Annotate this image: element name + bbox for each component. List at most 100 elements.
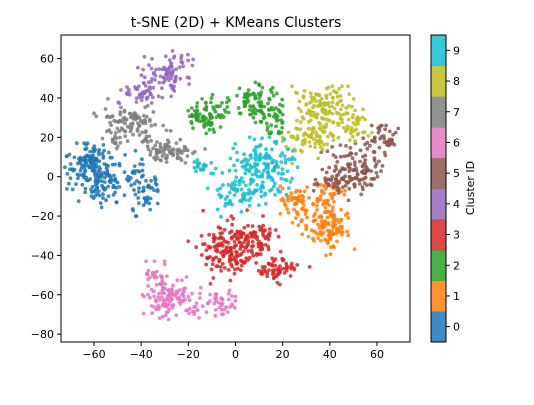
cluster-7-points — [92, 97, 207, 165]
scatter-point — [165, 160, 169, 164]
scatter-point — [112, 174, 116, 178]
scatter-point — [254, 81, 258, 85]
scatter-point — [320, 168, 324, 172]
scatter-point — [244, 256, 248, 260]
scatter-point — [158, 283, 162, 287]
scatter-point — [169, 84, 173, 88]
scatter-point — [309, 135, 313, 139]
scatter-point — [268, 155, 272, 159]
scatter-point — [211, 276, 215, 280]
scatter-point — [363, 154, 367, 158]
scatter-point — [65, 154, 69, 158]
scatter-point — [248, 135, 252, 139]
scatter-point — [319, 214, 323, 218]
scatter-point — [342, 155, 346, 159]
scatter-point — [224, 305, 228, 309]
scatter-point — [261, 180, 265, 184]
scatter-point — [329, 132, 333, 136]
scatter-point — [165, 274, 169, 278]
scatter-point — [345, 230, 349, 234]
scatter-point — [340, 84, 344, 88]
scatter-point — [183, 298, 187, 302]
y-tick-label: −40 — [31, 249, 54, 262]
scatter-point — [223, 228, 227, 232]
scatter-point — [209, 101, 213, 105]
scatter-point — [243, 261, 247, 265]
scatter-point — [216, 264, 220, 268]
scatter-point — [377, 131, 381, 135]
scatter-point — [235, 236, 239, 240]
scatter-point — [254, 163, 258, 167]
scatter-point — [136, 127, 140, 131]
x-tick-label: −40 — [130, 348, 153, 361]
scatter-point — [212, 240, 216, 244]
scatter-point — [255, 183, 259, 187]
scatter-point — [284, 193, 288, 197]
scatter-point — [350, 178, 354, 182]
scatter-point — [101, 192, 105, 196]
scatter-point — [242, 100, 246, 104]
scatter-point — [299, 220, 303, 224]
scatter-point — [315, 204, 319, 208]
scatter-point — [383, 151, 387, 155]
scatter-point — [71, 188, 75, 192]
scatter-point — [254, 261, 258, 265]
scatter-point — [330, 178, 334, 182]
scatter-point — [142, 295, 146, 299]
scatter-point — [130, 127, 134, 131]
scatter-point — [174, 141, 178, 145]
scatter-point — [278, 212, 282, 216]
scatter-point — [337, 87, 341, 91]
scatter-point — [332, 200, 336, 204]
scatter-point — [194, 112, 198, 116]
scatter-point — [269, 123, 273, 127]
scatter-point — [175, 297, 179, 301]
scatter-point — [188, 307, 192, 311]
scatter-point — [234, 175, 238, 179]
scatter-point — [246, 249, 250, 253]
scatter-point — [246, 168, 250, 172]
scatter-point — [182, 290, 186, 294]
scatter-point — [287, 130, 291, 134]
scatter-point — [349, 146, 353, 150]
scatter-point — [385, 140, 389, 144]
scatter-point — [260, 110, 264, 114]
scatter-point — [198, 296, 202, 300]
scatter-point — [201, 116, 205, 120]
scatter-point — [154, 298, 158, 302]
scatter-point — [154, 158, 158, 162]
scatter-point — [137, 85, 141, 89]
scatter-point — [353, 109, 357, 113]
scatter-point — [221, 312, 225, 316]
colorbar-tick-label: 3 — [453, 229, 460, 242]
scatter-point — [114, 131, 118, 135]
scatter-point — [166, 288, 170, 292]
scatter-point — [284, 204, 288, 208]
scatter-point — [234, 169, 238, 173]
scatter-point — [244, 198, 248, 202]
y-axis: 6040200−20−40−60−80 — [31, 53, 61, 342]
scatter-point — [213, 314, 217, 318]
scatter-point — [135, 96, 139, 100]
scatter-point — [93, 173, 97, 177]
scatter-point — [111, 186, 115, 190]
scatter-point — [205, 105, 209, 109]
scatter-point — [115, 147, 119, 151]
scatter-point — [297, 195, 301, 199]
scatter-point — [318, 126, 322, 130]
scatter-point — [334, 167, 338, 171]
scatter-point — [198, 161, 202, 165]
scatter-point — [238, 240, 242, 244]
scatter-point — [301, 199, 305, 203]
scatter-point — [308, 140, 312, 144]
scatter-point — [173, 80, 177, 84]
scatter-point — [261, 265, 265, 269]
scatter-point — [303, 141, 307, 145]
scatter-point — [136, 66, 140, 70]
scatter-point — [94, 158, 98, 162]
scatter-point — [342, 126, 346, 130]
scatter-point — [281, 104, 285, 108]
scatter-point — [267, 132, 271, 136]
scatter-point — [233, 142, 237, 146]
scatter-point — [303, 137, 307, 141]
